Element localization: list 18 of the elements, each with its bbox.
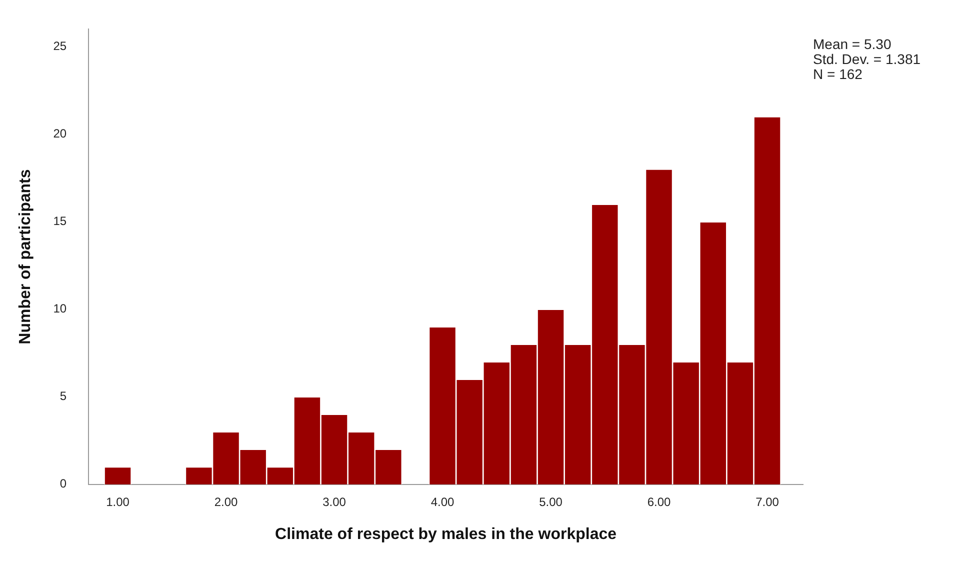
y-tick-label: 15 <box>53 214 67 228</box>
y-tick-label: 0 <box>60 476 67 491</box>
text: N = 162 <box>813 66 863 82</box>
y-tick-label: 10 <box>53 302 67 316</box>
x-tick-label: 3.00 <box>322 494 346 509</box>
y-tick-label: 20 <box>53 126 67 141</box>
x-tick-label: 2.00 <box>214 494 238 509</box>
text: Mean = 5.30 <box>813 36 892 52</box>
x-tick-label: 5.00 <box>539 494 563 509</box>
x-tick-label: 7.00 <box>756 494 780 509</box>
x-tick-label: 1.00 <box>106 494 130 509</box>
x-tick-label: 6.00 <box>647 494 672 509</box>
text: Std. Dev. = 1.381 <box>813 50 921 67</box>
y-tick-label: 25 <box>53 39 67 54</box>
x-axis-title: Climate of respect by males in the workplace <box>275 526 617 543</box>
y-tick-label: 5 <box>60 389 67 404</box>
y-axis-title: Number of participants <box>17 169 34 344</box>
x-tick-label: 4.00 <box>430 494 455 509</box>
